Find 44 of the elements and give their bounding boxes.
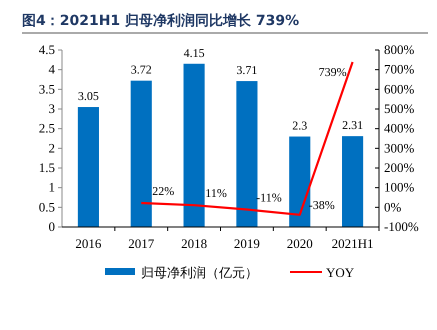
y2-tick-label: 400% bbox=[384, 120, 414, 136]
chart-title: 图4：2021H1 归母净利润同比增长 739% bbox=[22, 12, 300, 29]
y-tick-label: 3 bbox=[48, 101, 55, 116]
data-label: 22% bbox=[152, 184, 174, 198]
data-label: 3.05 bbox=[78, 89, 99, 104]
x-tick-label: 2017 bbox=[128, 236, 155, 251]
y-tick-label: 2 bbox=[48, 140, 55, 156]
x-tick-label: 2016 bbox=[75, 236, 102, 251]
bar bbox=[78, 107, 99, 227]
bar bbox=[184, 64, 205, 227]
data-label: 3.72 bbox=[130, 62, 152, 77]
bar bbox=[342, 136, 364, 227]
x-tick-label: 2020 bbox=[286, 236, 313, 251]
y-tick-label: 1.5 bbox=[38, 160, 55, 175]
y-tick-label: 0.5 bbox=[38, 199, 55, 214]
y2-tick-label: 200% bbox=[384, 160, 414, 175]
data-label: 3.71 bbox=[236, 63, 258, 78]
x-tick-label: 2019 bbox=[234, 236, 260, 251]
y-tick-label: 4 bbox=[48, 62, 56, 77]
y2-tick-label: 500% bbox=[384, 101, 414, 116]
bar bbox=[289, 136, 310, 227]
y-tick-label: 1 bbox=[48, 180, 55, 195]
y2-tick-label: 100% bbox=[384, 180, 414, 195]
y2-tick-label: 800% bbox=[384, 42, 414, 57]
x-tick-label: 2021H1 bbox=[332, 236, 374, 251]
y2-tick-label: 300% bbox=[384, 140, 414, 156]
bar bbox=[236, 81, 258, 227]
data-label: 4.15 bbox=[184, 46, 205, 60]
y2-tick-label: 700% bbox=[384, 62, 414, 77]
data-label: 2.31 bbox=[342, 118, 364, 132]
y-tick-label: 2.5 bbox=[38, 120, 55, 136]
legend-label: YOY bbox=[326, 265, 355, 280]
y2-tick-label: 0% bbox=[384, 199, 402, 214]
bar bbox=[130, 80, 152, 227]
data-label: 11% bbox=[205, 186, 227, 200]
y-tick-label: 4.5 bbox=[38, 42, 55, 57]
y-tick-label: 0 bbox=[48, 219, 55, 234]
y-tick-label: 3.5 bbox=[38, 81, 55, 96]
legend-label: 归母净利润（亿元） bbox=[141, 266, 258, 281]
y2-tick-label: -100% bbox=[384, 219, 419, 234]
data-label: 739% bbox=[318, 64, 347, 79]
y2-tick-label: 600% bbox=[384, 81, 414, 96]
x-tick-label: 2018 bbox=[181, 236, 208, 251]
data-label: 2.3 bbox=[292, 118, 308, 133]
